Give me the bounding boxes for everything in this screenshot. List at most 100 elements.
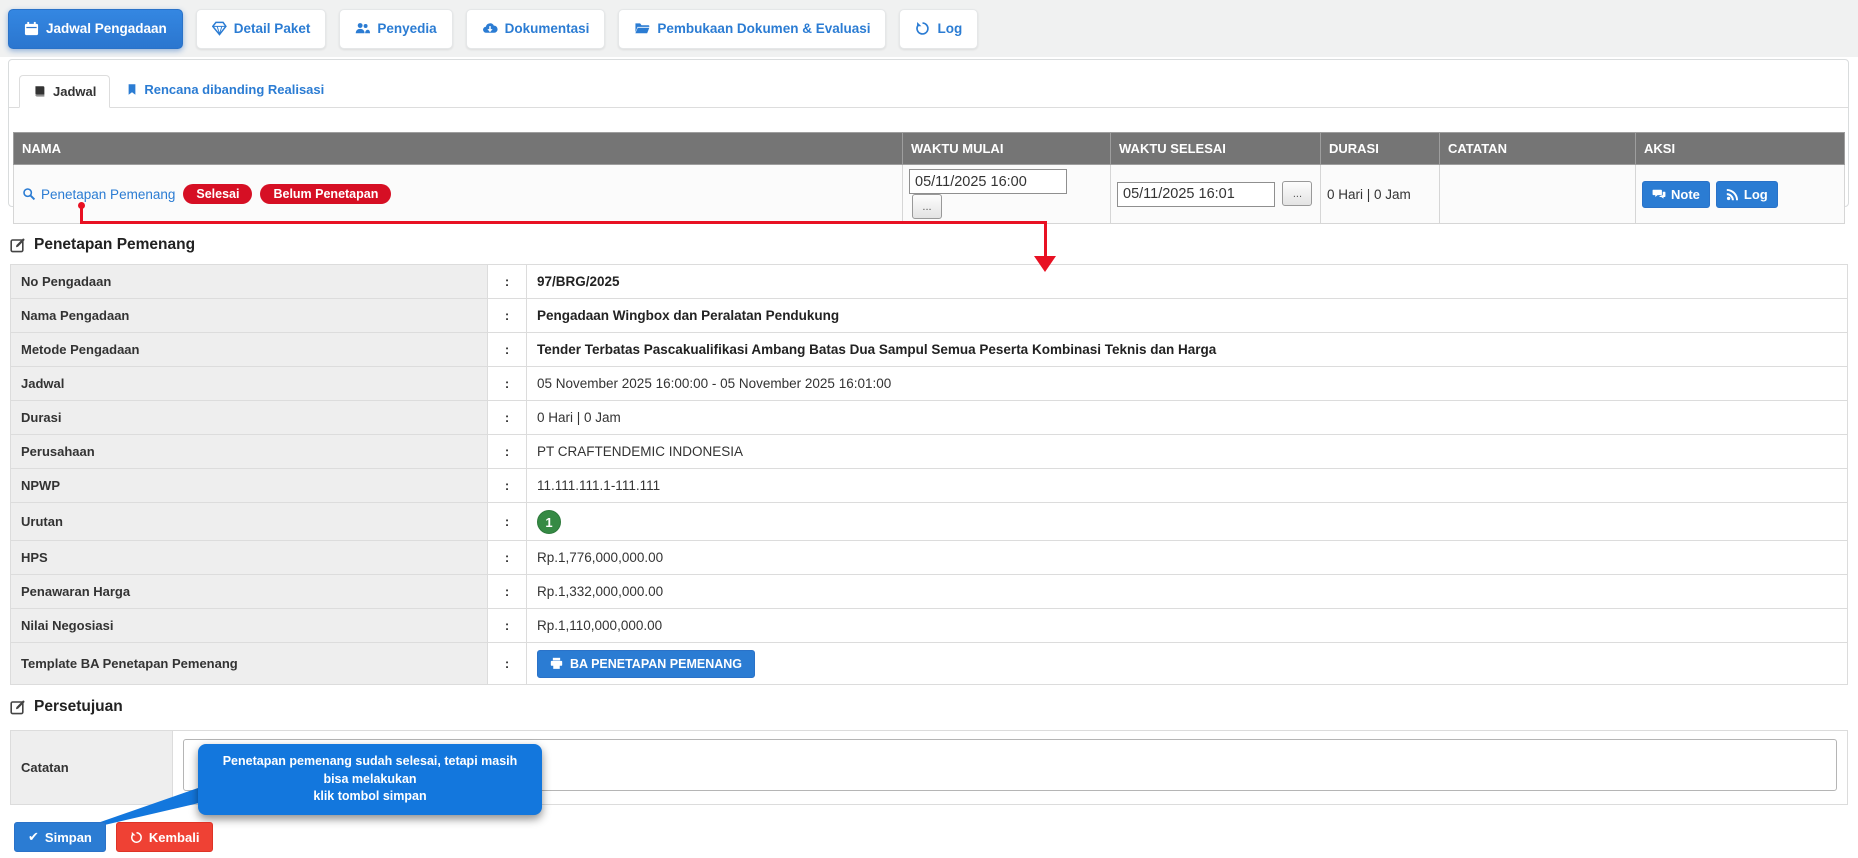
detail-value: PT CRAFTENDEMIC INDONESIA: [526, 434, 1848, 469]
note-button[interactable]: Note: [1642, 180, 1710, 208]
colon: :: [487, 332, 527, 367]
detail-row: Perusahaan : PT CRAFTENDEMIC INDONESIA: [10, 434, 1848, 469]
colon: :: [487, 366, 527, 401]
waktu-mulai-cell: ...: [902, 164, 1111, 224]
schedule-table: NAMA WAKTU MULAI WAKTU SELESAI DURASI CA…: [13, 132, 1845, 224]
users-icon: [356, 23, 371, 34]
nama-cell: Penetapan Pemenang Selesai Belum Penetap…: [13, 164, 903, 224]
tab-pembukaan-dokumen-evaluasi[interactable]: Pembukaan Dokumen & Evaluasi: [618, 8, 887, 49]
edit-icon: [10, 700, 25, 715]
search-icon: [23, 188, 36, 201]
colon: :: [487, 540, 527, 575]
detail-value: 11.111.111.1-111.111: [526, 468, 1848, 503]
detail-value: 1: [526, 502, 1848, 541]
waktu-selesai-picker-button[interactable]: ...: [1282, 181, 1313, 207]
waktu-mulai-input[interactable]: [909, 169, 1067, 194]
subtab-label: Jadwal: [53, 84, 97, 99]
detail-label: Penawaran Harga: [10, 574, 488, 609]
table-row: Penetapan Pemenang Selesai Belum Penetap…: [13, 164, 1845, 224]
ba-penetapan-pemenang-button[interactable]: BA PENETAPAN PEMENANG: [537, 649, 756, 678]
detail-section-header: Penetapan Pemenang: [10, 236, 195, 254]
tab-label: Dokumentasi: [504, 21, 590, 36]
annotation-arrow-segment: [80, 221, 1047, 224]
waktu-selesai-input[interactable]: [1117, 181, 1275, 207]
tab-log[interactable]: Log: [899, 8, 979, 49]
tab-label: Log: [937, 21, 963, 36]
check-icon: ✔: [28, 829, 39, 844]
catatan-label: Catatan: [10, 730, 173, 805]
penetapan-pemenang-link[interactable]: Penetapan Pemenang: [22, 187, 175, 202]
note-button-label: Note: [1671, 186, 1700, 202]
simpan-button[interactable]: ✔ Simpan: [14, 822, 106, 852]
annotation-arrowhead: [1034, 256, 1056, 272]
tooltip-callout: Penetapan pemenang sudah selesai, tetapi…: [198, 744, 542, 815]
annotation-arrow-dot: [78, 202, 85, 209]
detail-label: Nama Pengadaan: [10, 298, 488, 333]
detail-row: Jadwal : 05 November 2025 16:00:00 - 05 …: [10, 366, 1848, 401]
detail-table: No Pengadaan : 97/BRG/2025 Nama Pengadaa…: [10, 264, 1848, 685]
subtab-rencana-dibanding-realisasi[interactable]: Rencana dibanding Realisasi: [126, 82, 324, 97]
urutan-badge: 1: [537, 509, 561, 534]
log-button-label: Log: [1743, 186, 1768, 202]
subtab-jadwal[interactable]: Jadwal: [19, 75, 111, 108]
status-badge-selesai: Selesai: [183, 184, 253, 204]
rss-icon: [1726, 188, 1738, 200]
detail-row: No Pengadaan : 97/BRG/2025: [10, 264, 1848, 299]
tooltip-line1: Penetapan pemenang sudah selesai, tetapi…: [222, 754, 518, 786]
tab-label: Jadwal Pengadaan: [46, 21, 167, 36]
detail-value: Pengadaan Wingbox dan Peralatan Pendukun…: [526, 298, 1848, 333]
undo-icon: [130, 831, 142, 843]
colon: :: [487, 574, 527, 609]
log-button[interactable]: Log: [1715, 180, 1778, 208]
tab-label: Detail Paket: [233, 21, 311, 36]
jadwal-card: Jadwal Rencana dibanding Realisasi NAMA …: [8, 59, 1849, 224]
printer-icon: [550, 657, 563, 669]
detail-label: Urutan: [10, 502, 488, 541]
tab-dokumentasi[interactable]: Dokumentasi: [465, 8, 606, 49]
tab-jadwal-pengadaan[interactable]: Jadwal Pengadaan: [8, 8, 183, 49]
col-header-durasi: DURASI: [1320, 132, 1440, 165]
annotation-arrow-segment: [1044, 221, 1047, 259]
detail-value: Tender Terbatas Pascakualifikasi Ambang …: [526, 332, 1848, 367]
history-icon: [916, 21, 930, 35]
col-header-waktu-selesai: WAKTU SELESAI: [1110, 132, 1321, 165]
detail-row: Template BA Penetapan Pemenang : BA PENE…: [10, 642, 1848, 685]
calendar-icon: [24, 21, 39, 36]
top-tab-bar: Jadwal Pengadaan Detail Paket Penyedia D…: [0, 0, 1858, 57]
detail-row: NPWP : 11.111.111.1-111.111: [10, 468, 1848, 503]
detail-row: Metode Pengadaan : Tender Terbatas Pasca…: [10, 332, 1848, 367]
tab-label: Penyedia: [377, 21, 437, 36]
schedule-header-row: NAMA WAKTU MULAI WAKTU SELESAI DURASI CA…: [13, 132, 1845, 165]
col-header-waktu-mulai: WAKTU MULAI: [902, 132, 1111, 165]
detail-label: Perusahaan: [10, 434, 488, 469]
detail-label: Metode Pengadaan: [10, 332, 488, 367]
kembali-button[interactable]: Kembali: [115, 822, 214, 852]
footer-buttons: ✔ Simpan Kembali: [14, 822, 214, 852]
status-badge-belum-penetapan: Belum Penetapan: [260, 184, 392, 204]
detail-value: BA PENETAPAN PEMENANG: [526, 642, 1848, 685]
detail-row: Nama Pengadaan : Pengadaan Wingbox dan P…: [10, 298, 1848, 333]
detail-value: 05 November 2025 16:00:00 - 05 November …: [526, 366, 1848, 401]
colon: :: [487, 642, 527, 685]
colon: :: [487, 400, 527, 435]
folder-icon: [635, 23, 650, 34]
detail-value: Rp.1,332,000,000.00: [526, 574, 1848, 609]
detail-label: HPS: [10, 540, 488, 575]
col-header-aksi: AKSI: [1635, 132, 1845, 165]
tab-penyedia[interactable]: Penyedia: [339, 8, 453, 49]
approval-section-title: Persetujuan: [34, 698, 123, 715]
tab-detail-paket[interactable]: Detail Paket: [195, 8, 327, 49]
tooltip-line2: klik tombol simpan: [313, 789, 427, 803]
detail-label: Template BA Penetapan Pemenang: [10, 642, 488, 685]
detail-label: Durasi: [10, 400, 488, 435]
annotation-arrow-segment: [80, 207, 83, 222]
gem-icon: [211, 21, 227, 36]
tab-label: Pembukaan Dokumen & Evaluasi: [657, 21, 871, 36]
detail-label: No Pengadaan: [10, 264, 488, 299]
book-icon: [35, 86, 45, 97]
durasi-cell: 0 Hari | 0 Jam: [1320, 164, 1440, 224]
bookmark-icon: [128, 84, 136, 95]
colon: :: [487, 264, 527, 299]
approval-section-header: Persetujuan: [10, 698, 123, 716]
waktu-mulai-picker-button[interactable]: ...: [912, 194, 942, 219]
